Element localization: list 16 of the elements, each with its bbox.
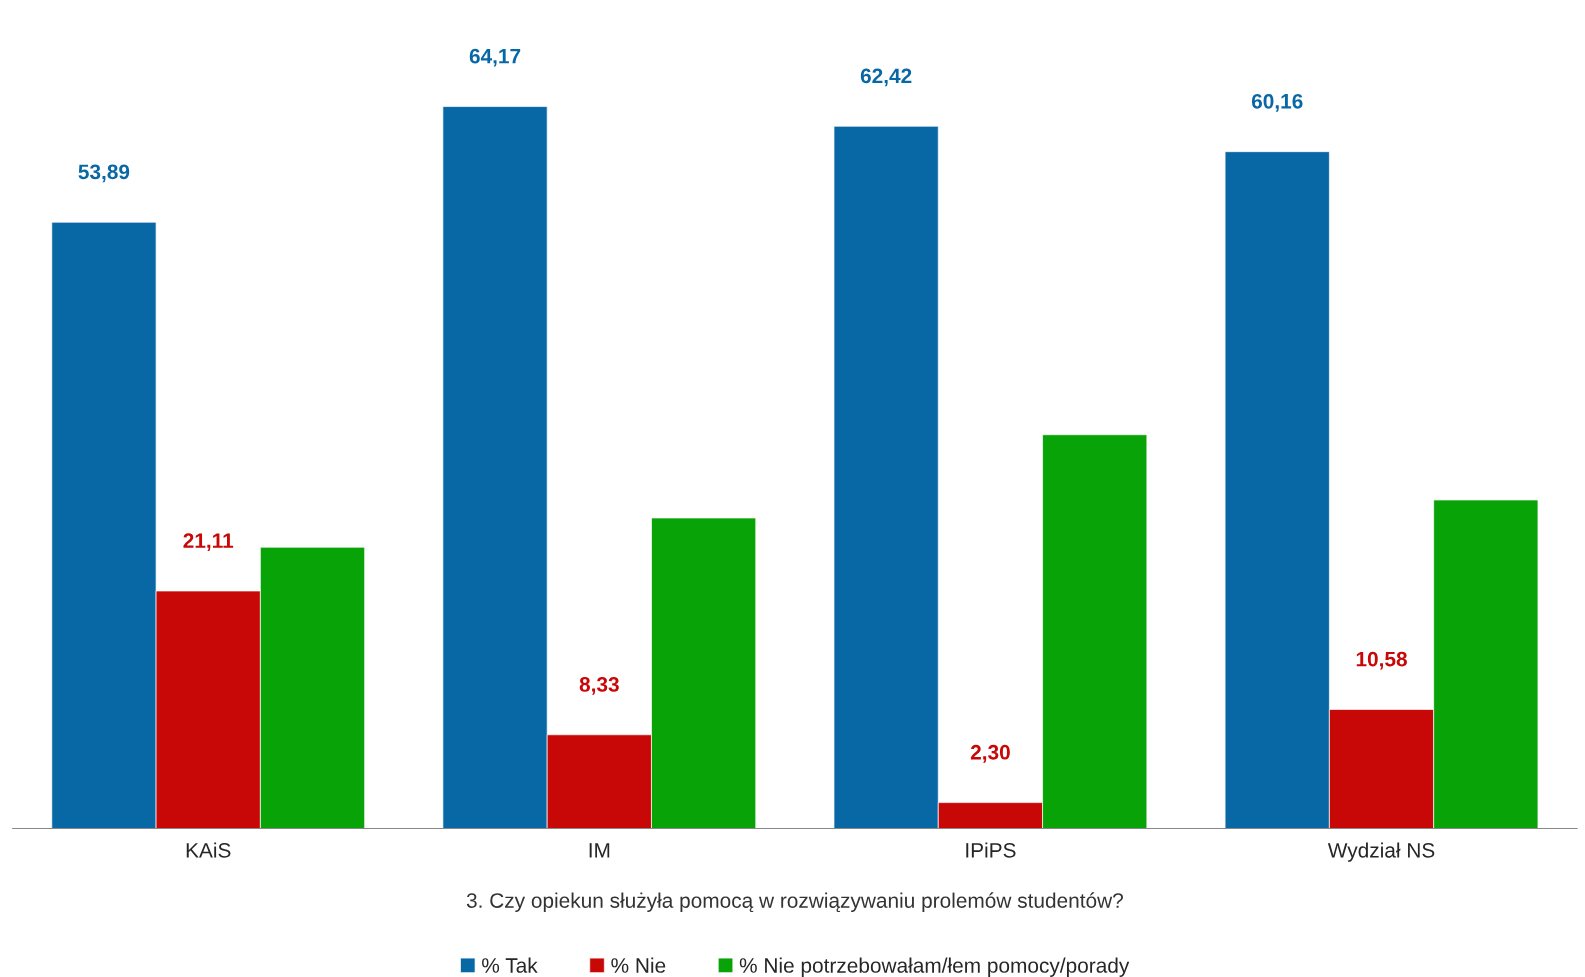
x-tick-label: Wydział NS: [1327, 842, 1435, 862]
x-axis-title: 3. Czy opiekun służyła pomocą w rozwiązywaniu prolemów studentów?: [466, 892, 1123, 913]
x-tick-label: IPiPS: [966, 842, 1016, 858]
legend-label: % Nie potrzebowałam/łem pomocy/porady: [739, 957, 1130, 977]
x-tick-label: KAiS: [186, 842, 231, 858]
data-label: 21,11: [183, 533, 234, 552]
x-tick-label: IM: [589, 843, 610, 858]
data-label: 10,58: [1356, 651, 1407, 670]
data-label: 60,16: [1251, 93, 1303, 112]
data-label: 53,89: [78, 164, 130, 183]
data-label: 2,30: [970, 744, 1010, 763]
data-label: 8,33: [579, 677, 619, 695]
data-label: 62,42: [860, 68, 912, 87]
legend-label: % Nie: [611, 957, 666, 973]
data-label: 64,17: [469, 48, 521, 67]
legend-label: % Tak: [482, 957, 538, 973]
